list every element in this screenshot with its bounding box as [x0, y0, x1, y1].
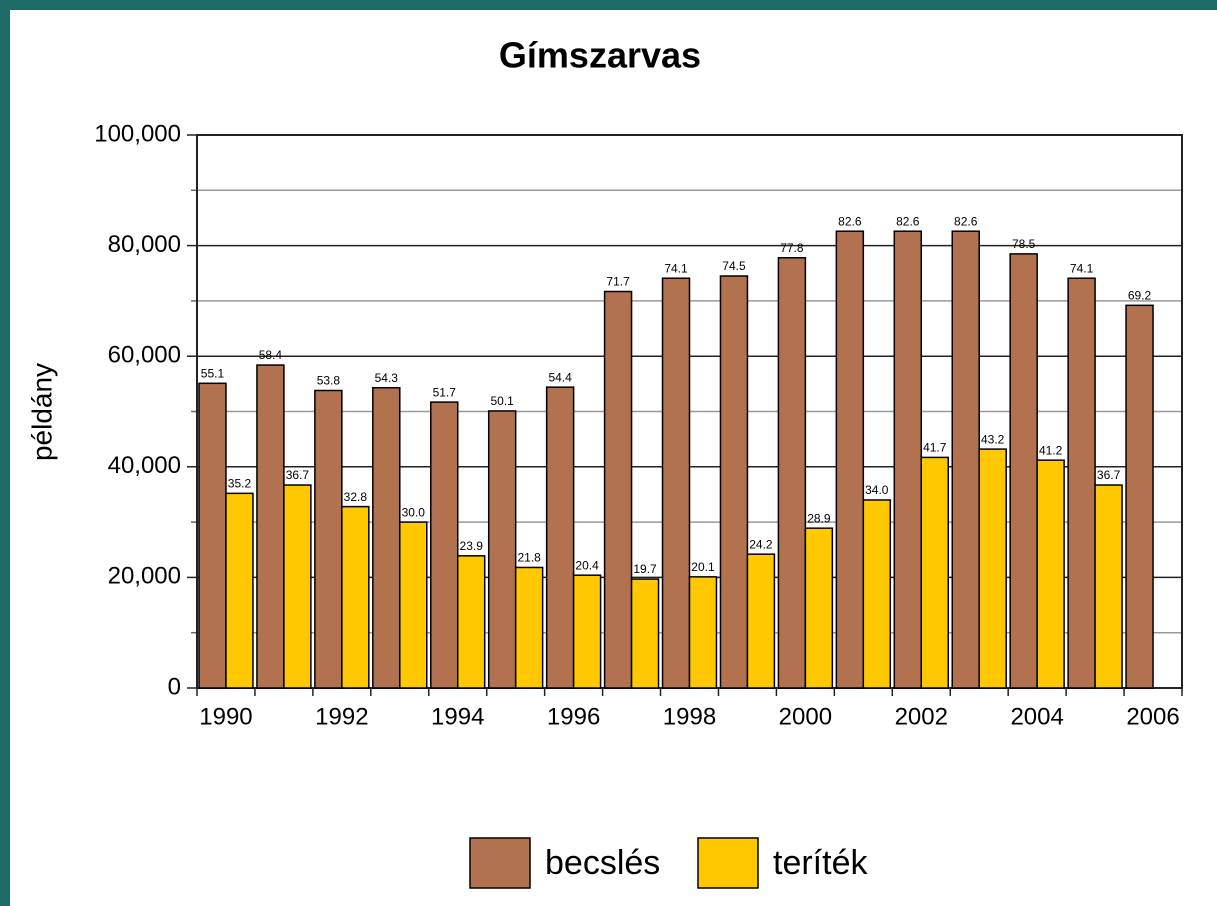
data-label: 54.4: [548, 370, 572, 384]
data-label: 74.5: [722, 259, 746, 273]
data-label: 51.7: [433, 385, 457, 399]
data-label: 34.0: [865, 483, 889, 497]
data-label: 20.1: [691, 560, 715, 574]
legend-label: teríték: [773, 844, 868, 882]
bar: [1009, 253, 1038, 689]
data-label: 21.8: [517, 551, 541, 565]
data-label: 74.1: [664, 261, 688, 275]
data-label: 36.7: [1097, 468, 1121, 482]
bar: [920, 456, 949, 689]
bar: [804, 527, 834, 689]
bar: [341, 505, 370, 689]
data-label: 43.2: [981, 432, 1005, 446]
data-label: 41.2: [1039, 443, 1063, 457]
x-tick-label: 2000: [779, 703, 832, 730]
bar: [893, 230, 923, 689]
x-tick-label: 2004: [1010, 703, 1063, 730]
data-label: 77.8: [780, 241, 804, 255]
bar: [198, 382, 227, 689]
x-tick-label: 1990: [199, 703, 252, 730]
bar: [777, 257, 807, 689]
bar: [572, 574, 602, 689]
data-label: 71.7: [606, 275, 630, 289]
bar: [835, 230, 865, 689]
bar: [1094, 484, 1123, 689]
bar: [283, 484, 312, 689]
bar: [719, 275, 749, 689]
data-label: 36.7: [286, 468, 310, 482]
y-tick-label: 40,000: [108, 452, 181, 479]
data-label: 19.7: [633, 562, 657, 576]
data-label: 82.6: [838, 214, 862, 228]
legend-swatch: [469, 837, 531, 889]
bar: [314, 389, 343, 689]
data-label: 32.8: [344, 490, 368, 504]
y-axis-label: példány: [26, 363, 57, 461]
data-label: 74.1: [1070, 261, 1094, 275]
x-tick-label: 1992: [315, 703, 368, 730]
data-label: 69.2: [1128, 288, 1152, 302]
bar: [545, 386, 575, 689]
bar: [514, 566, 544, 689]
data-label: 24.2: [749, 537, 773, 551]
bar: [456, 555, 486, 689]
bar: [487, 410, 517, 689]
bar: [1036, 459, 1065, 689]
bar: [372, 386, 401, 689]
bar: [688, 576, 718, 689]
x-tick-label: 1998: [663, 703, 716, 730]
data-label: 50.1: [491, 394, 515, 408]
data-label: 53.8: [317, 374, 341, 388]
bar: [661, 277, 691, 689]
legend-label: becslés: [545, 844, 660, 882]
data-label: 58.4: [259, 348, 283, 362]
data-label: 28.9: [807, 511, 831, 525]
chart-title: Gímszarvas: [499, 35, 701, 76]
x-tick-label: 1994: [431, 703, 484, 730]
bar: [746, 553, 776, 689]
x-tick-label: 2002: [895, 703, 948, 730]
bar: [951, 230, 980, 689]
y-tick-label: 60,000: [108, 342, 181, 369]
y-tick-label: 80,000: [108, 231, 181, 258]
bar: [862, 499, 892, 689]
bar: [1125, 304, 1154, 689]
x-tick-label: 2006: [1126, 703, 1179, 730]
bar: [630, 578, 660, 689]
data-label: 82.6: [954, 214, 978, 228]
bar: [1067, 277, 1096, 689]
data-label: 78.5: [1012, 237, 1036, 251]
bar: [603, 290, 633, 689]
y-tick-label: 0: [168, 673, 181, 700]
bar: [430, 401, 459, 689]
data-label: 55.1: [201, 366, 225, 380]
data-label: 30.0: [402, 505, 426, 519]
x-tick-label: 1996: [547, 703, 600, 730]
bar: [225, 492, 254, 689]
data-label: 82.6: [896, 214, 920, 228]
data-label: 23.9: [460, 539, 484, 553]
y-tick-label: 100,000: [94, 120, 181, 147]
data-label: 20.4: [575, 558, 599, 572]
data-label: 54.3: [375, 371, 399, 385]
data-label: 35.2: [228, 477, 252, 491]
bar: [399, 521, 428, 689]
legend-swatch: [697, 837, 759, 889]
data-label: 41.7: [923, 441, 947, 455]
y-tick-label: 20,000: [108, 563, 181, 590]
bar: [256, 364, 285, 689]
bar: [978, 448, 1007, 689]
